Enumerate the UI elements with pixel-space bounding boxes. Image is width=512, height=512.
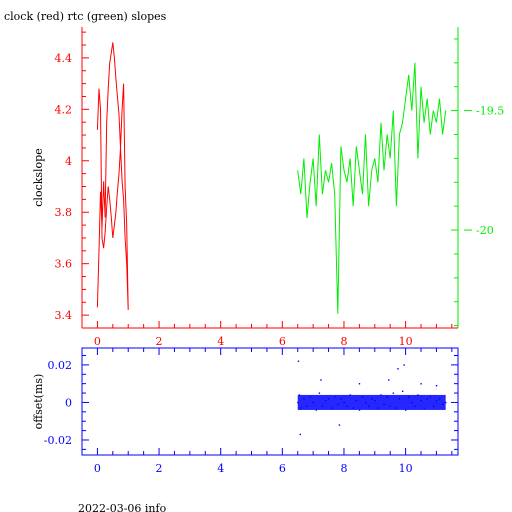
offset-point (435, 399, 438, 402)
offset-point (337, 403, 339, 406)
offset-point (358, 409, 361, 411)
offset-point (331, 407, 333, 409)
top-y-axis-label: clockslope (32, 148, 45, 206)
offset-point (414, 405, 416, 407)
top-x-tick-label: 0 (94, 335, 101, 348)
offset-point (352, 407, 355, 409)
offset-point (411, 401, 413, 404)
offset-point (299, 433, 302, 436)
offset-point (334, 396, 336, 398)
offset-point (395, 407, 398, 409)
offset-point (377, 407, 379, 409)
top-x-tick-label: 8 (340, 335, 347, 348)
top-x-tick-label: 6 (279, 335, 286, 348)
offset-point (417, 394, 419, 396)
offset-point (309, 396, 311, 398)
offset-point (389, 405, 391, 407)
offset-point (321, 405, 324, 407)
offset-point (438, 398, 441, 400)
bottom-x-tick-label: 4 (217, 462, 224, 475)
offset-point (445, 401, 447, 404)
offset-point (429, 396, 432, 398)
bottom-x-tick-label: 8 (340, 462, 347, 475)
offset-point (432, 405, 435, 407)
offset-point (297, 401, 299, 404)
rtc-slope-series (297, 62, 447, 314)
offset-point (405, 409, 407, 411)
offset-point (324, 399, 327, 402)
offset-point (338, 424, 341, 426)
offset-point (441, 403, 444, 406)
offset-point (403, 364, 405, 366)
offset-point (388, 379, 390, 381)
offset-point (361, 396, 364, 398)
offset-point (426, 398, 428, 400)
top-y2-tick-label: -19.5 (476, 105, 504, 118)
offset-point (340, 398, 342, 400)
top-x-tick-label: 2 (156, 335, 163, 348)
offset-point (423, 407, 425, 409)
top-x-tick-label: 4 (217, 335, 224, 348)
offset-point (320, 379, 322, 381)
offset-point (355, 399, 358, 402)
bottom-x-tick-label: 0 (94, 462, 101, 475)
offset-point (346, 405, 348, 407)
offset-point (368, 405, 370, 407)
offset-point (358, 383, 361, 385)
offset-point (374, 399, 376, 402)
top-x-tick-label: 10 (399, 335, 413, 348)
offset-point (398, 398, 401, 400)
offset-point (327, 398, 330, 400)
offset-point (420, 383, 422, 385)
top-y-tick-label: 4.4 (55, 52, 73, 65)
bottom-y-tick-label: 0.02 (48, 359, 73, 372)
top-y2-tick-label: -20 (476, 224, 494, 237)
offset-point (343, 401, 345, 404)
bottom-y-axis-label: offset(ms) (32, 374, 45, 430)
offset-point (392, 392, 395, 394)
bottom-x-tick-label: 10 (399, 462, 413, 475)
offset-point (420, 399, 422, 402)
offset-point (318, 392, 321, 394)
top-y-tick-label: 4.2 (55, 103, 73, 116)
top-y-tick-label: 3.6 (55, 258, 73, 271)
offset-point (303, 398, 305, 400)
offset-band (297, 394, 446, 410)
top-y-tick-label: 4 (65, 155, 72, 168)
offset-point (297, 360, 300, 362)
bottom-x-tick-label: 2 (156, 462, 163, 475)
offset-point (349, 394, 351, 396)
offset-point (383, 403, 385, 406)
chart-layer: 0 2 4 6 8 10 3.4 3.6 3.8 4 4.2 4.4 -20 -19.5 clockslop… (32, 27, 504, 475)
offset-point (315, 409, 318, 411)
top-y-tick-label: 3.8 (55, 206, 73, 219)
offset-point (306, 405, 308, 407)
bottom-x-tick-label: 6 (279, 462, 286, 475)
offset-point (380, 394, 382, 396)
bottom-panel-frame (81, 347, 459, 456)
chart-title: clock (red) rtc (green) slopes (4, 10, 167, 23)
offset-point (364, 401, 367, 404)
clock-slope-series (96, 42, 129, 311)
offset-point (435, 384, 438, 387)
offset-point (386, 396, 388, 398)
offset-point (371, 398, 373, 400)
offset-point (401, 390, 404, 392)
bottom-y-tick-label: -0.02 (44, 434, 72, 447)
offset-point (312, 401, 314, 404)
top-y-tick-label: 3.4 (55, 309, 73, 322)
offset-point (298, 394, 301, 396)
offset-point (408, 396, 410, 398)
bottom-y-tick-label: 0 (65, 396, 72, 409)
footer-text: 2022-03-06 info (78, 502, 167, 512)
offset-point (397, 368, 399, 370)
offset-point (300, 407, 302, 409)
